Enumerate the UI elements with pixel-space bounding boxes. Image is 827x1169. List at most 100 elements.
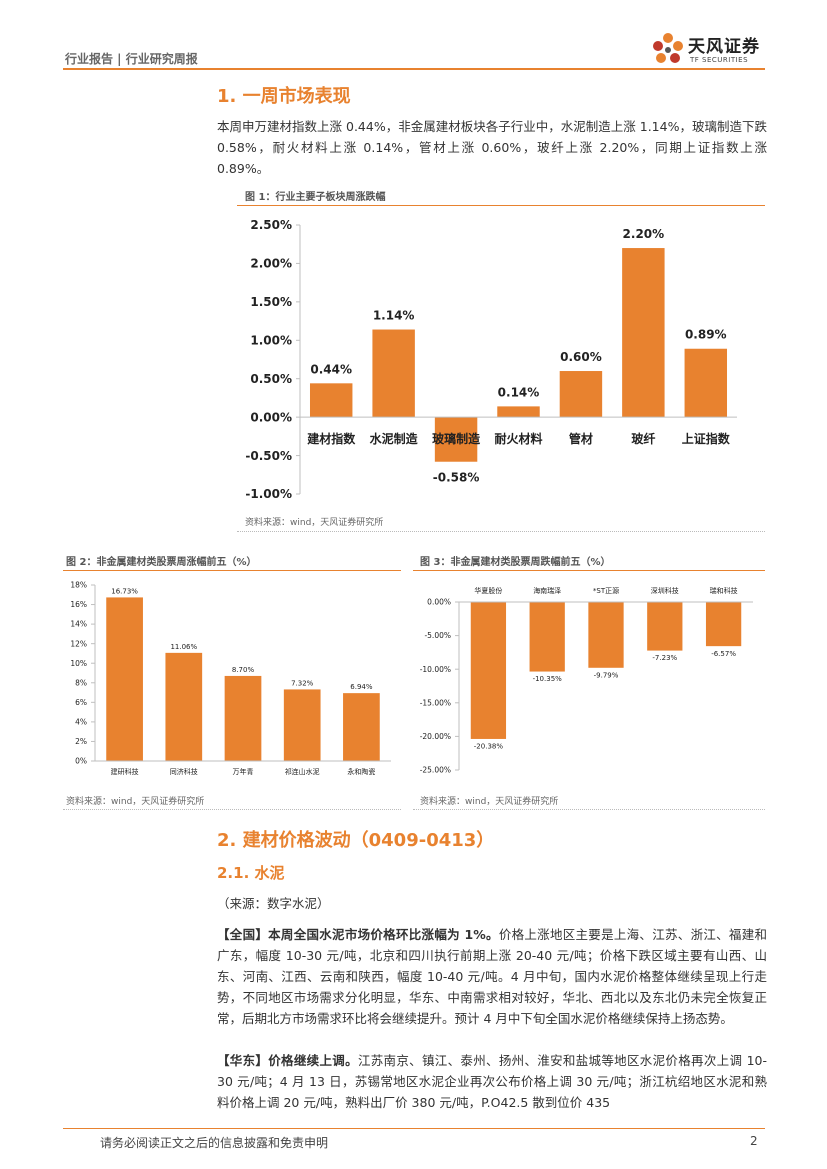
data-label: 0.44% (310, 362, 352, 376)
y-tick-label: -15.00% (420, 698, 451, 707)
data-label: 0.60% (560, 350, 602, 364)
y-tick-label: -0.50% (245, 449, 292, 463)
bar (343, 693, 380, 761)
bar (684, 348, 728, 418)
bar (705, 602, 742, 647)
section2-1-title: 2.1. 水泥 (217, 864, 285, 882)
bar (372, 329, 415, 418)
fig3-divider (413, 809, 765, 810)
data-label: -9.79% (594, 671, 619, 679)
data-label: 6.94% (350, 683, 373, 691)
east-china-paragraph: 【华东】价格继续上调。江苏南京、镇江、泰州、扬州、淮安和盐城等地区水泥价格再次上… (217, 1050, 767, 1113)
fig2-source: 资料来源：wind，天风证券研究所 (66, 797, 205, 807)
section1-title: 1. 一周市场表现 (217, 86, 351, 107)
bar (647, 602, 683, 651)
data-label: 7.32% (291, 679, 314, 687)
data-label: -20.38% (474, 743, 504, 751)
bar (559, 371, 603, 418)
y-tick-label: 4% (75, 718, 87, 727)
fig2-chart: 18% 16% 14% 12% 10% 8% 6% 4% 2% 0% 16.73% 建研科技 11.06… (63, 570, 401, 790)
y-tick-label: 0.50% (250, 372, 292, 386)
category-label: 海南瑞泽 (533, 586, 561, 595)
y-tick-label: 2.00% (250, 257, 292, 271)
fig1-chart-svg: 2.50% 2.00% 1.50% 1.00% 0.50% 0.00% -0.50% -1.0… (245, 218, 737, 501)
fig3-title: 图 3：非金属建材类股票周跌幅前五（%） (420, 557, 611, 568)
bar (224, 675, 262, 761)
y-tick-label: 16% (70, 600, 87, 609)
data-label: -6.57% (711, 650, 736, 658)
source-note: （来源：数字水泥） (217, 896, 330, 911)
east-china-body: 江苏南京、镇江、泰州、扬州、淮安和盐城等地区水泥价格再次上调 10-30 元/吨… (217, 1053, 767, 1110)
category-label: 祁连山水泥 (285, 767, 320, 776)
fig3-chart-svg: 0.00% -5.00% -10.00% -15.00% -20.00% -25.00% -… (420, 586, 753, 775)
header-divider (63, 68, 765, 70)
data-label: 0.14% (498, 385, 540, 399)
data-label: -0.58% (433, 470, 480, 484)
bar (309, 383, 353, 418)
report-breadcrumb: 行业报告 | 行业研究周报 (65, 52, 198, 66)
fig2-title: 图 2：非金属建材类股票周涨幅前五（%） (66, 557, 257, 568)
national-body: 价格上涨地区主要是上海、江苏、浙江、福建和广东，幅度 10-30 元/吨，北京和… (217, 927, 767, 1026)
y-tick-label: 1.50% (250, 295, 292, 309)
data-label: 8.70% (232, 666, 255, 674)
page-number: 2 (750, 1134, 758, 1148)
bar (283, 689, 321, 761)
company-logo: 天风证券 TF SECURITIES (650, 30, 770, 72)
y-tick-label: 14% (70, 620, 87, 629)
y-tick-label: 12% (70, 639, 87, 648)
y-tick-label: -20.00% (420, 732, 451, 741)
bar (434, 417, 478, 462)
flower-logo-icon (653, 33, 683, 63)
bar (588, 602, 624, 668)
y-tick-label: 6% (75, 698, 87, 707)
category-label: *ST正源 (593, 586, 619, 595)
bar (529, 602, 565, 672)
national-paragraph: 【全国】本周全国水泥市场价格环比涨幅为 1%。价格上涨地区主要是上海、江苏、浙江… (217, 924, 767, 1029)
footer-divider (63, 1128, 765, 1129)
y-tick-label: 18% (70, 581, 87, 590)
section1-paragraph: 本周申万建材指数上涨 0.44%，非金属建材板块各子行业中，水泥制造上涨 1.1… (217, 119, 767, 176)
category-label: 上证指数 (682, 431, 731, 446)
category-label: 玻璃制造 (432, 431, 481, 446)
category-label: 建材指数 (306, 431, 356, 446)
category-label: 管材 (569, 431, 593, 446)
category-label: 永和陶瓷 (347, 767, 375, 776)
fig1-chart: 2.50% 2.00% 1.50% 1.00% 0.50% 0.00% -0.50% -1.0… (237, 205, 765, 510)
data-label: 11.06% (170, 643, 197, 651)
y-tick-label: -10.00% (420, 665, 451, 674)
y-tick-label: -1.00% (245, 487, 292, 501)
bar (622, 248, 665, 418)
bar (470, 602, 507, 739)
category-label: 水泥制造 (370, 431, 419, 446)
data-label: -7.23% (652, 654, 677, 662)
category-label: 万年青 (233, 767, 254, 776)
y-tick-label: 0.00% (427, 598, 451, 607)
bar (106, 597, 143, 761)
y-tick-label: 0% (75, 757, 87, 766)
category-label: 华夏股份 (474, 586, 502, 595)
y-tick-label: 8% (75, 678, 87, 687)
data-label: 0.89% (685, 328, 727, 342)
fig2-divider (63, 809, 401, 810)
data-label: -10.35% (533, 675, 563, 683)
y-tick-label: -5.00% (424, 631, 451, 640)
logo-name: 天风证券 (688, 37, 760, 57)
data-label: 1.14% (373, 309, 415, 323)
category-label: 同济科技 (170, 767, 198, 776)
fig3-source: 资料来源：wind，天风证券研究所 (420, 797, 559, 807)
data-label: 16.73% (111, 587, 138, 595)
fig1-source: 资料来源：wind，天风证券研究所 (245, 518, 384, 528)
logo-subtitle: TF SECURITIES (690, 56, 749, 64)
bar (497, 406, 540, 418)
y-tick-label: 2.50% (250, 218, 292, 232)
y-tick-label: 10% (70, 659, 87, 668)
bar (165, 652, 203, 761)
fig3-chart: 0.00% -5.00% -10.00% -15.00% -20.00% -25.00% -… (413, 570, 765, 790)
national-lead: 【全国】本周全国水泥市场价格环比涨幅为 1%。 (217, 927, 499, 942)
section2-title: 2. 建材价格波动（0409-0413） (217, 830, 495, 851)
fig2-chart-svg: 18% 16% 14% 12% 10% 8% 6% 4% 2% 0% 16.73% 建研科技 11.06… (70, 581, 391, 776)
y-tick-label: -25.00% (420, 766, 451, 775)
y-tick-label: 2% (75, 737, 87, 746)
category-label: 瑞和科技 (710, 586, 738, 595)
y-tick-label: 1.00% (250, 333, 292, 347)
